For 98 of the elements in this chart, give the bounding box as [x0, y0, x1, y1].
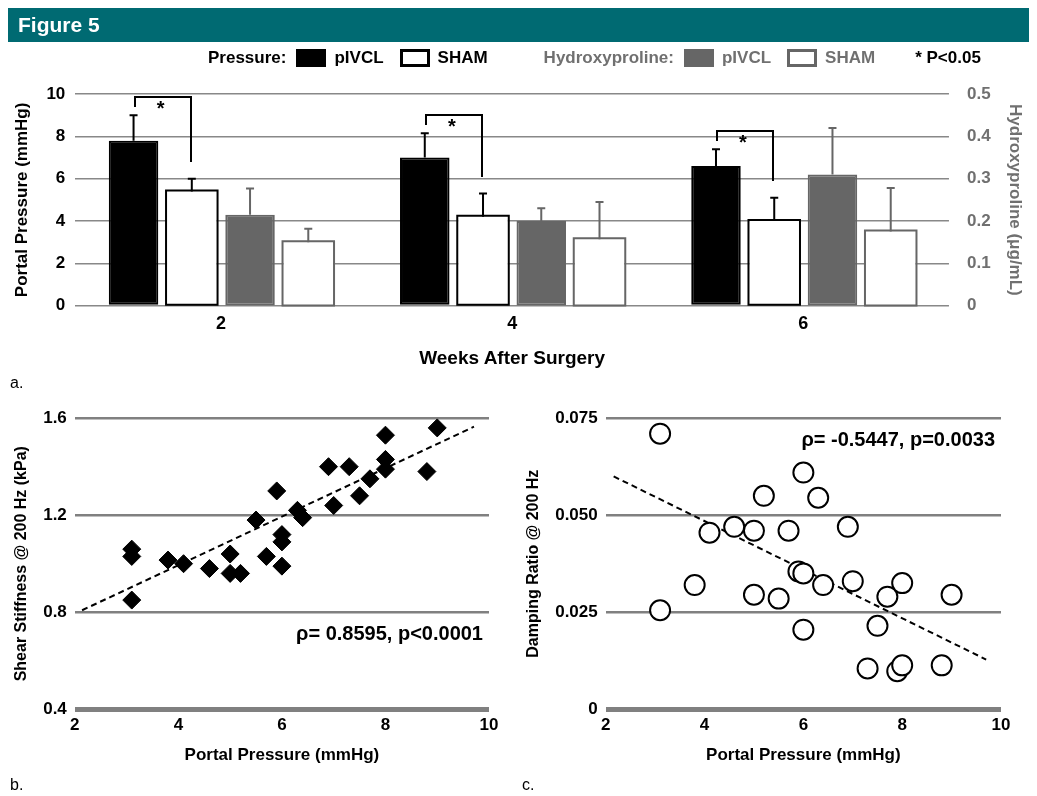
- y-tick-label: 1.6: [43, 407, 67, 427]
- point: [360, 469, 380, 489]
- point: [742, 519, 765, 542]
- legend-label: pIVCL: [720, 48, 772, 68]
- point: [324, 496, 344, 515]
- point: [649, 422, 672, 445]
- y-tick-label: 0.025: [555, 601, 598, 621]
- x-tick-label: 4: [173, 715, 184, 735]
- annotation: ρ= -0.5447, p=0.0033: [801, 428, 995, 451]
- x-tick-label: 8: [897, 715, 907, 735]
- legend-label: SHAM: [436, 48, 488, 68]
- point: [267, 481, 287, 501]
- x-axis-title: Weeks After Surgery: [419, 346, 606, 368]
- chart-title: Figure 5: [8, 8, 1029, 42]
- annotation: *: [447, 115, 456, 138]
- point: [807, 486, 830, 509]
- point: [866, 614, 889, 637]
- x-tick-label: 8: [380, 715, 391, 735]
- y2-tick-label: 0.5: [966, 83, 991, 103]
- point: [158, 550, 178, 570]
- x-axis-title: Portal Pressure (mmHg): [706, 745, 901, 765]
- x-tick-label: 6: [798, 313, 809, 334]
- legend-label: SHAM: [824, 48, 876, 68]
- y2-tick-label: 0: [966, 295, 977, 315]
- text: c.: [522, 776, 535, 794]
- y-tick-label: 0: [55, 295, 66, 315]
- point: [339, 457, 359, 477]
- text: Hydroxyproline:: [543, 48, 674, 68]
- text: * P<0.05: [915, 48, 981, 68]
- point: [841, 570, 864, 593]
- point: [876, 585, 899, 608]
- x-tick-label: 2: [70, 715, 80, 735]
- x-tick-label: 2: [215, 313, 226, 334]
- point: [891, 572, 914, 595]
- x-tick-label: 10: [991, 715, 1011, 735]
- x-axis-title: Portal Pressure (mmHg): [184, 745, 380, 765]
- point: [256, 546, 276, 566]
- point: [272, 556, 292, 576]
- point: [856, 657, 879, 680]
- point: [930, 654, 953, 677]
- point: [777, 519, 800, 542]
- point: [812, 574, 835, 597]
- y-tick-label: 4: [55, 210, 66, 230]
- x-tick-label: 4: [699, 715, 710, 735]
- y-tick-label: 2: [55, 253, 66, 273]
- text: Pressure:: [208, 48, 287, 68]
- point: [319, 457, 339, 477]
- y-tick-label: 0.4: [43, 698, 68, 718]
- point: [199, 559, 219, 579]
- x-tick-label: 4: [507, 313, 518, 334]
- point: [350, 486, 370, 506]
- point: [174, 554, 194, 574]
- point: [723, 515, 746, 538]
- point: [293, 508, 313, 528]
- point: [891, 654, 914, 677]
- text: b.: [10, 776, 24, 794]
- legend-label: pIVCL: [333, 48, 384, 68]
- x-tick-label: 10: [479, 715, 499, 735]
- y-tick-label: 10: [46, 83, 66, 103]
- point: [649, 599, 672, 622]
- y2-tick-label: 0.1: [966, 253, 991, 273]
- point: [742, 583, 765, 606]
- point: [683, 574, 706, 597]
- y-tick-label: 0.075: [555, 407, 598, 427]
- text: a.: [10, 374, 24, 392]
- y-tick-label: 8: [55, 126, 66, 146]
- annotation: *: [739, 131, 747, 154]
- y2-tick-label: 0.3: [966, 168, 991, 188]
- y-tick-label: 1.2: [43, 504, 67, 524]
- x-tick-label: 6: [798, 715, 809, 735]
- point: [792, 618, 815, 641]
- point: [792, 461, 815, 484]
- point: [417, 462, 437, 482]
- y2-tick-label: 0.2: [966, 210, 991, 230]
- y-tick-label: 0.8: [43, 601, 67, 621]
- point: [767, 587, 790, 610]
- x-tick-label: 2: [601, 715, 611, 735]
- y2-axis-title: Hydroxyproline (μg/mL): [1006, 104, 1026, 296]
- point: [427, 418, 447, 438]
- y-axis-title: Shear Stiffness @ 200 Hz (kPa): [12, 446, 30, 682]
- annotation: ρ= 0.8595, p<0.0001: [296, 622, 483, 645]
- point: [836, 515, 859, 538]
- point: [246, 510, 266, 530]
- y2-tick-label: 0.4: [966, 126, 992, 146]
- y-axis-title: Damping Ratio @ 200 Hz: [524, 469, 542, 658]
- point: [940, 583, 963, 606]
- point: [375, 425, 395, 445]
- point: [220, 544, 240, 564]
- y-tick-label: 0: [588, 698, 598, 718]
- y-tick-label: 0.050: [555, 504, 598, 524]
- point: [752, 484, 775, 507]
- annotation: *: [156, 97, 165, 120]
- y-tick-label: 6: [55, 168, 66, 188]
- point: [698, 521, 721, 544]
- y-axis-title: Portal Pressure (mmHg): [11, 102, 31, 298]
- point: [122, 590, 142, 610]
- point: [792, 562, 815, 585]
- x-tick-label: 6: [277, 715, 287, 735]
